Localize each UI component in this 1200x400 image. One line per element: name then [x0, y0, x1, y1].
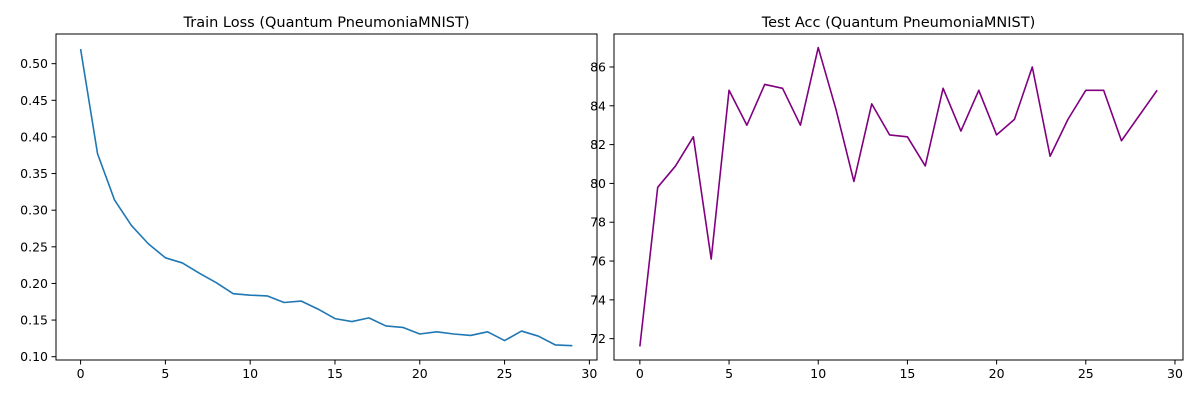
- train-loss-axes-frame: [55, 33, 598, 361]
- train-loss-y-tick-label: 0.30: [20, 203, 48, 218]
- train-loss-y-tick-label: 0.10: [20, 349, 48, 364]
- train-loss-y-tick-label: 0.40: [20, 129, 48, 144]
- test-acc-y-tick-label: 72: [590, 331, 606, 346]
- train-loss-series-line: [79, 48, 573, 347]
- chart-title: Test Acc (Quantum PneumoniaMNIST): [761, 15, 1036, 31]
- test-acc-x-tick-label: 25: [1078, 366, 1094, 381]
- train-loss-x-tick-label: 30: [581, 366, 597, 381]
- test-acc-x-tick-label: 30: [1167, 366, 1183, 381]
- test-acc-y-tick-label: 76: [590, 254, 606, 269]
- train-loss-x-tick-label: 5: [161, 366, 169, 381]
- train-loss-y-tick-label: 0.35: [20, 166, 48, 181]
- train-loss-x-tick-label: 15: [327, 366, 343, 381]
- test-acc-x-tick-label: 5: [725, 366, 733, 381]
- test-acc-y-tick-label: 74: [590, 292, 606, 307]
- train-loss-panel: Train Loss (Quantum PneumoniaMNIST) 0 5 10…: [20, 15, 598, 381]
- train-loss-y-tick-label: 0.15: [20, 313, 48, 328]
- test-acc-y-tick-label: 82: [590, 137, 606, 152]
- train-loss-y-tick-label: 0.45: [20, 93, 48, 108]
- train-loss-x-tick-label: 20: [412, 366, 428, 381]
- test-acc-series-line: [639, 46, 1158, 347]
- train-loss-y-tick-label: 0.25: [20, 239, 48, 254]
- test-acc-x-tick-label: 10: [810, 366, 826, 381]
- test-acc-axes-frame: [613, 33, 1184, 361]
- test-acc-x-tick-label: 15: [899, 366, 915, 381]
- test-acc-y-tick-label: 78: [590, 215, 606, 230]
- chart-title: Train Loss (Quantum PneumoniaMNIST): [183, 15, 470, 31]
- train-loss-x-tick-label: 10: [242, 366, 258, 381]
- train-loss-y-tick-label: 0.50: [20, 56, 48, 71]
- test-acc-y-tick-label: 86: [590, 59, 606, 74]
- test-acc-y-tick-label: 80: [590, 176, 606, 191]
- train-loss-y-tick-label: 0.20: [20, 276, 48, 291]
- test-acc-x-tick-label: 0: [636, 366, 644, 381]
- test-acc-x-tick-label: 20: [989, 366, 1005, 381]
- test-acc-panel: Test Acc (Quantum PneumoniaMNIST) 0 5 10 15…: [590, 15, 1184, 381]
- train-loss-x-tick-label: 25: [497, 366, 513, 381]
- train-loss-x-tick-label: 0: [77, 366, 85, 381]
- test-acc-y-tick-label: 84: [590, 98, 606, 113]
